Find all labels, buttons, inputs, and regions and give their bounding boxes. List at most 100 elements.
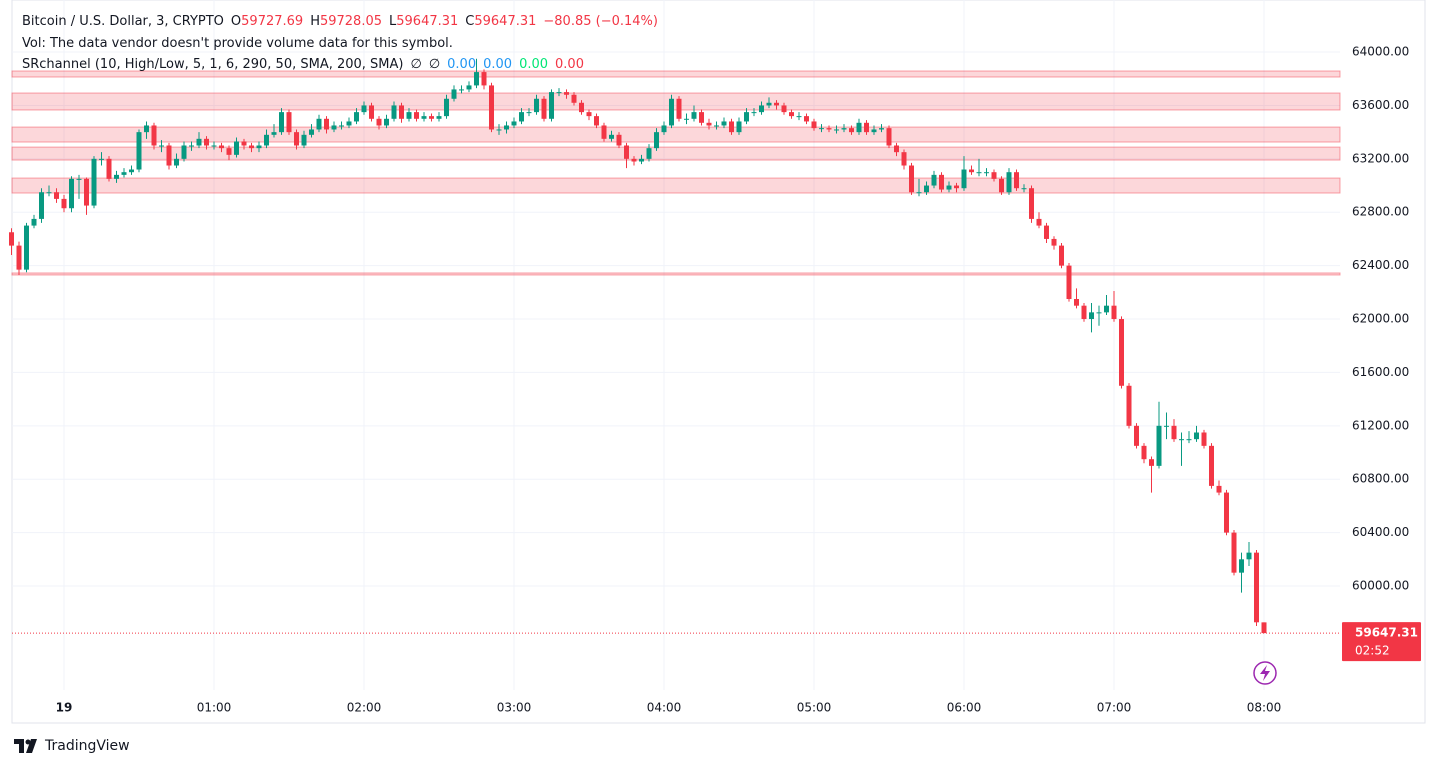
- candle-body: [991, 172, 997, 179]
- candle-body: [436, 116, 442, 119]
- candle-body: [301, 134, 307, 146]
- candle-body: [249, 145, 254, 149]
- sr-channel: [11, 146, 1341, 161]
- candle-body: [856, 122, 862, 133]
- ohlc-prefix: H: [310, 14, 320, 29]
- chart-frame: [11, 0, 1426, 724]
- candle-body: [841, 128, 847, 130]
- candle-body: [346, 121, 352, 126]
- candle-body: [1209, 445, 1214, 486]
- sr-channel: [11, 177, 1341, 194]
- candle-body: [1066, 265, 1072, 300]
- candle-body: [1074, 299, 1079, 306]
- candle-body: [879, 128, 884, 130]
- candle-body: [886, 128, 892, 146]
- candle-body: [241, 141, 247, 146]
- candle-body: [1081, 305, 1087, 320]
- candle-body: [526, 112, 532, 114]
- candle-body: [1149, 459, 1154, 466]
- candle-body: [751, 112, 757, 114]
- candle-body: [69, 178, 74, 209]
- candle-body: [174, 158, 179, 166]
- legend: Bitcoin / U.S. Dollar, 3, CRYPTO O59727.6…: [22, 11, 658, 76]
- candle-body: [571, 94, 577, 103]
- candle-body: [391, 105, 397, 119]
- candle-body: [909, 165, 914, 193]
- candle-body: [1254, 552, 1259, 623]
- candle-body: [1029, 188, 1034, 219]
- ohlc-prefix: L: [389, 14, 397, 29]
- candle-body: [804, 116, 809, 122]
- candle-body: [1224, 492, 1229, 533]
- candle-body: [1201, 432, 1207, 446]
- sr-channel: [11, 272, 1341, 276]
- ohlc-value: 59647.31: [396, 14, 459, 29]
- candle-body: [31, 218, 37, 226]
- candle-body: [939, 174, 944, 190]
- realtime-icon[interactable]: [1253, 661, 1277, 685]
- candle-body: [766, 102, 772, 106]
- candle-body: [129, 169, 134, 173]
- candle-body: [519, 112, 524, 122]
- candle-body: [1119, 319, 1124, 386]
- candle-body: [496, 129, 502, 131]
- candle-body: [234, 141, 239, 155]
- candle-body: [466, 85, 472, 90]
- candle-body: [504, 125, 509, 130]
- candle-body: [511, 121, 517, 126]
- candle-body: [594, 116, 599, 126]
- candle-body: [1036, 218, 1042, 226]
- last-price-label: 59647.31: [1355, 626, 1418, 640]
- candle-body: [699, 112, 704, 123]
- y-tick-label: 60800.00: [1352, 472, 1409, 486]
- change: −80.85 (−0.14%): [543, 14, 658, 29]
- candle-body: [556, 92, 562, 94]
- price-label-box: [1342, 622, 1421, 662]
- candle-body: [361, 105, 367, 113]
- candle-body: [121, 172, 127, 175]
- candle-body: [654, 132, 659, 149]
- candle-body: [931, 174, 937, 186]
- candle-body: [676, 98, 682, 119]
- candle-body: [894, 145, 899, 153]
- ohlc-prefix: O: [230, 14, 242, 29]
- candle-body: [166, 145, 172, 166]
- logo: [14, 739, 37, 753]
- candle-body: [9, 232, 14, 246]
- ohlc-value: 59727.69: [241, 14, 304, 29]
- candle-body: [144, 125, 149, 133]
- candle-body: [24, 225, 29, 270]
- candle-body: [421, 116, 427, 119]
- y-tick-label: 62400.00: [1352, 258, 1409, 272]
- candle-body: [489, 85, 494, 130]
- indicator-line: SRchannel (10, High/Low, 5, 1, 6, 290, 5…: [22, 54, 658, 76]
- candle-body: [1156, 425, 1162, 466]
- candle-body: [1111, 305, 1117, 320]
- candle-body: [721, 121, 727, 126]
- candle-body: [61, 198, 67, 209]
- candle-body: [369, 105, 374, 119]
- candle-body: [924, 185, 929, 193]
- candle-body: [414, 112, 419, 119]
- candle-body: [729, 121, 734, 133]
- candle-body: [969, 169, 974, 173]
- candle-body: [76, 178, 82, 180]
- candle-body: [901, 152, 907, 166]
- x-tick-label: 02:00: [347, 701, 382, 715]
- candle-body: [481, 72, 487, 86]
- candle-body: [691, 112, 697, 119]
- candle-body: [789, 112, 794, 117]
- x-tick-label: 06:00: [947, 701, 982, 715]
- candle-body: [759, 105, 764, 113]
- candle-body: [106, 158, 112, 179]
- candle-body: [226, 148, 232, 155]
- indicator-value: 0.00: [483, 57, 513, 72]
- x-tick-label: 04:00: [647, 701, 682, 715]
- candle-body: [684, 118, 689, 120]
- y-tick-label: 61600.00: [1352, 365, 1409, 379]
- candle-body: [541, 98, 547, 119]
- candle-body: [601, 125, 607, 139]
- candle-body: [1231, 532, 1237, 573]
- candle-body: [954, 185, 959, 189]
